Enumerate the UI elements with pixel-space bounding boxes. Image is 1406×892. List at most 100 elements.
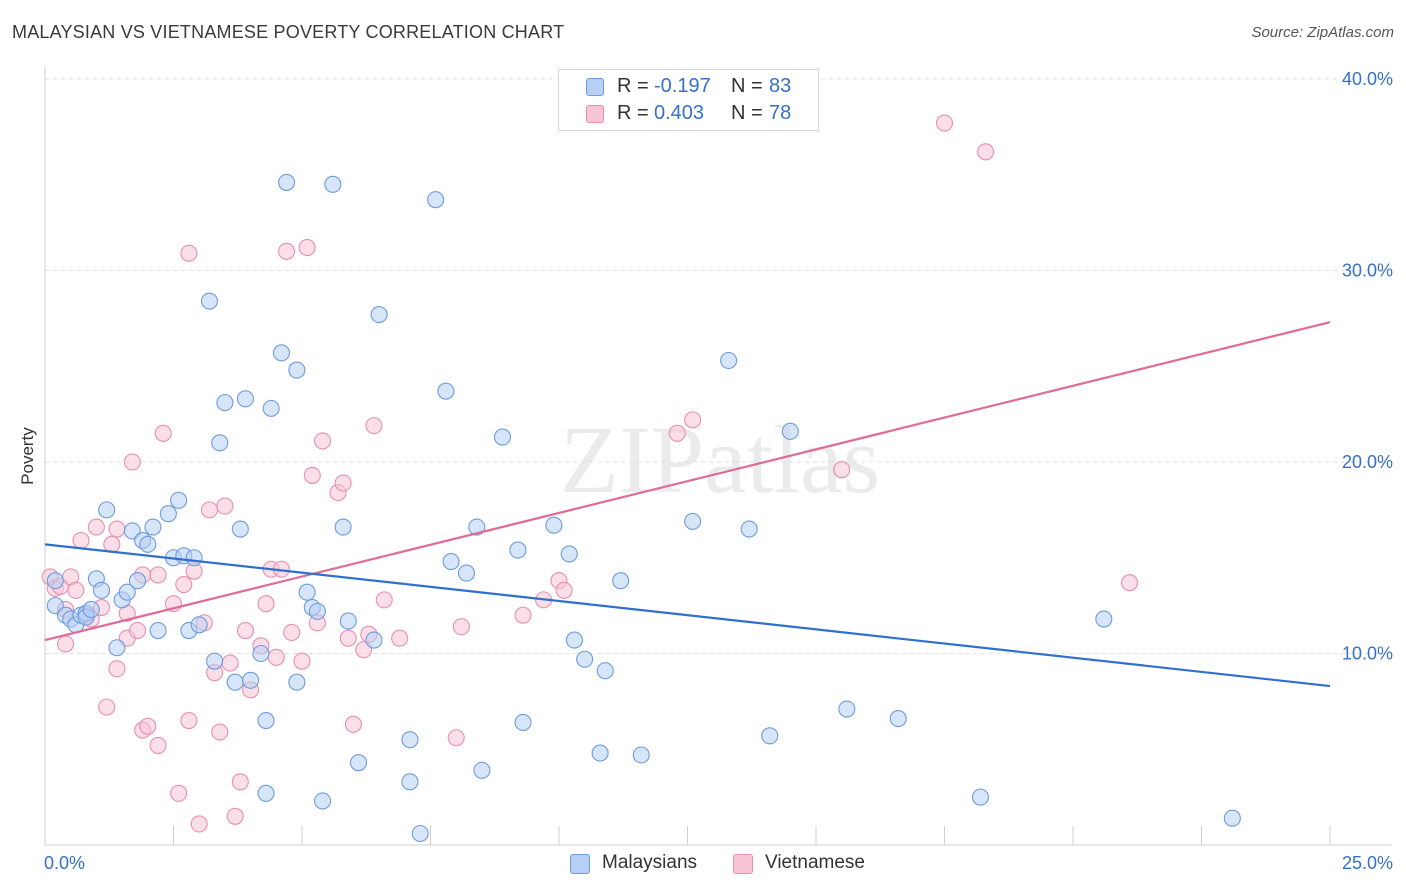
malaysian-point [144, 518, 162, 536]
source-credit: Source: ZipAtlas.com [1251, 24, 1394, 41]
vietnamese-point [149, 736, 167, 754]
legend-row-malaysians: R = -0.197 N = 83 [559, 74, 818, 100]
r-value: 0.403 [654, 102, 705, 124]
malaysian-point [781, 422, 799, 440]
malaysian-point [139, 535, 157, 553]
malaysian-point [596, 662, 614, 680]
vietnamese-point [190, 815, 208, 833]
malaysian-point [82, 600, 100, 619]
vietnamese-point [216, 497, 234, 515]
r-value: -0.197 [654, 75, 711, 97]
malaysian-point [370, 305, 388, 324]
vietnamese-point [170, 784, 188, 802]
vietnamese-point [555, 581, 573, 599]
y-tick-label: 30.0% [1342, 261, 1393, 281]
x-tick-label: 25.0% [1342, 853, 1393, 873]
vietnamese-point [278, 242, 296, 260]
malaysian-point [761, 727, 779, 745]
malaysian-point [272, 344, 290, 362]
r-label: R = [617, 75, 649, 97]
y-tick-label: 40.0% [1342, 69, 1393, 89]
y-tick-label: 10.0% [1342, 644, 1393, 664]
malaysian-point [684, 512, 702, 530]
vietnamese-point [123, 453, 141, 471]
vietnamese-point [668, 424, 686, 442]
malaysian-point [612, 572, 630, 590]
malaysian-point [170, 491, 188, 509]
vietnamese-point [303, 466, 321, 484]
malaysian-point [257, 784, 275, 802]
malaysian-point [216, 394, 234, 412]
malaysian-point [185, 549, 203, 567]
malaysian-point [262, 399, 280, 417]
vietnamese-point [98, 698, 116, 716]
vietnamese-point [175, 576, 193, 594]
malaysian-point [314, 792, 332, 810]
malaysian-point [334, 518, 352, 536]
malaysian-point [740, 520, 758, 538]
malaysian-point [437, 382, 455, 400]
vietnamese-point [211, 723, 229, 741]
malaysian-point [1095, 610, 1113, 628]
malaysians-swatch [586, 78, 604, 96]
malaysian-point [720, 351, 738, 370]
vietnamese-swatch [733, 854, 753, 874]
malaysian-point [46, 572, 64, 590]
axes [44, 66, 1392, 846]
vietnamese-point [149, 566, 167, 584]
malaysian-point [591, 744, 609, 762]
vietnamese-point [684, 411, 702, 429]
chart-title: MALAYSIAN VS VIETNAMESE POVERTY CORRELAT… [12, 22, 565, 42]
vietnamese-point [447, 729, 465, 747]
malaysian-point [442, 553, 460, 571]
malaysian-point [92, 581, 111, 599]
vietnamese-point [108, 660, 126, 678]
vietnamese-point [339, 629, 357, 647]
vietnamese-point [108, 520, 126, 538]
r-label: R = [617, 102, 649, 124]
vietnamese-point [57, 635, 75, 653]
vietnamese-swatch [586, 105, 604, 123]
malaysian-point [226, 673, 244, 691]
malaysian-point [200, 292, 219, 310]
n-label: N = [731, 102, 763, 124]
malaysian-point [288, 673, 306, 691]
vietnamese-point [267, 648, 285, 666]
malaysian-point [565, 631, 583, 649]
vietnamese-point [72, 531, 90, 550]
trend-lines [44, 321, 1331, 688]
vietnamese-point [67, 581, 85, 599]
malaysian-point [206, 652, 224, 670]
malaysian-point [190, 616, 208, 634]
vietnamese-point [314, 432, 332, 450]
malaysian-point [473, 761, 491, 779]
malaysian-point [149, 621, 167, 640]
malaysian-point [288, 361, 306, 379]
vietnamese-point [257, 595, 275, 613]
vietnamese-trend-line [44, 321, 1331, 642]
legend-row-vietnamese: R = 0.403 N = 78 [559, 101, 818, 127]
vietnamese-point [231, 773, 249, 791]
malaysian-point [159, 505, 177, 523]
watermark: ZIPatlas [560, 406, 880, 513]
malaysian-point [365, 631, 383, 649]
correlation-legend: R = -0.197 N = 83 R = 0.403 N = 78 [558, 69, 819, 131]
malaysian-point [576, 650, 594, 668]
malaysian-point [98, 501, 116, 519]
vietnamese-point [236, 621, 255, 640]
malaysian-point [838, 700, 856, 718]
vietnamese-point [180, 711, 198, 730]
malaysian-point [971, 788, 990, 806]
vietnamese-point [221, 654, 239, 672]
malaysian-point [278, 173, 296, 191]
malaysian-point [411, 824, 429, 843]
malaysian-point [257, 711, 275, 730]
vietnamese-point [180, 244, 198, 262]
malaysian-point [252, 644, 270, 663]
malaysian-point [632, 746, 650, 764]
malaysian-point [349, 754, 368, 772]
vietnamese-point [1120, 574, 1139, 592]
malaysian-points [46, 173, 1241, 843]
vietnamese-point [344, 715, 362, 733]
